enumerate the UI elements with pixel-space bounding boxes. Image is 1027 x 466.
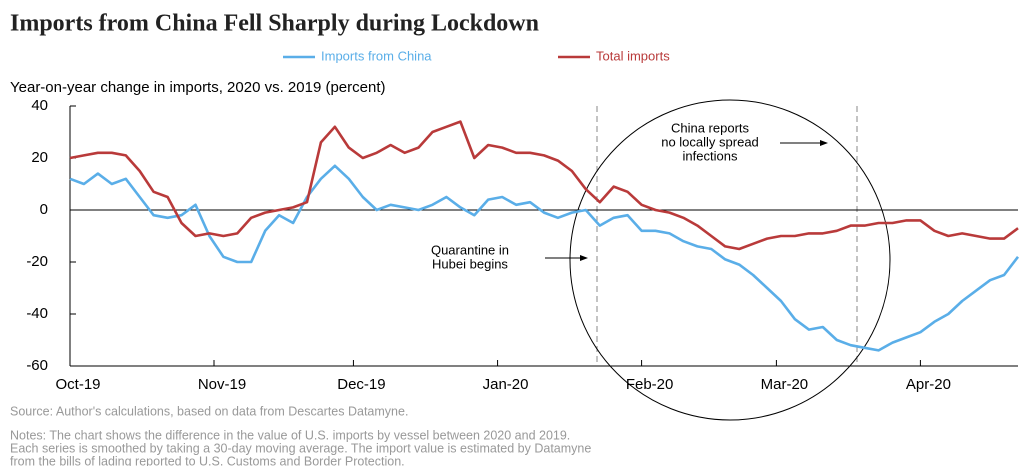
notes: from the bills of lading reported to U.S… [10, 454, 405, 466]
y-tick-label: -20 [26, 253, 48, 270]
y-axis-label: Year-on-year change in imports, 2020 vs.… [10, 79, 386, 96]
x-tick-label: Oct-19 [55, 376, 100, 393]
x-tick-label: Nov-19 [198, 376, 246, 393]
legend-label: Total imports [596, 48, 670, 63]
annotation: China reports [671, 120, 750, 135]
notes: Notes: The chart shows the difference in… [10, 428, 570, 442]
x-tick-label: Jan-20 [483, 376, 529, 393]
annotation: infections [683, 148, 738, 163]
chart-title: Imports from China Fell Sharply during L… [10, 11, 539, 37]
annotation: Quarantine in [431, 242, 509, 257]
y-tick-label: -40 [26, 305, 48, 322]
arrow-head [820, 140, 828, 146]
legend-label: Imports from China [321, 48, 432, 63]
arrow-head [580, 255, 588, 261]
source: Source: Author's calculations, based on … [10, 404, 408, 418]
annotation: no locally spread [661, 134, 759, 149]
highlight-circle [569, 99, 891, 421]
line-series [69, 120, 1019, 251]
y-tick-label: 0 [40, 201, 48, 218]
x-tick-label: Dec-19 [337, 376, 385, 393]
annotation: Hubei begins [432, 256, 508, 271]
y-tick-label: -60 [26, 357, 48, 374]
y-tick-label: 20 [31, 149, 48, 166]
x-tick-label: Apr-20 [906, 376, 951, 393]
x-tick-label: Feb-20 [626, 376, 674, 393]
line-series [69, 164, 1020, 352]
y-tick-label: 40 [31, 97, 48, 114]
notes: Each series is smoothed by taking a 30-d… [10, 441, 591, 455]
x-tick-label: Mar-20 [761, 376, 809, 393]
